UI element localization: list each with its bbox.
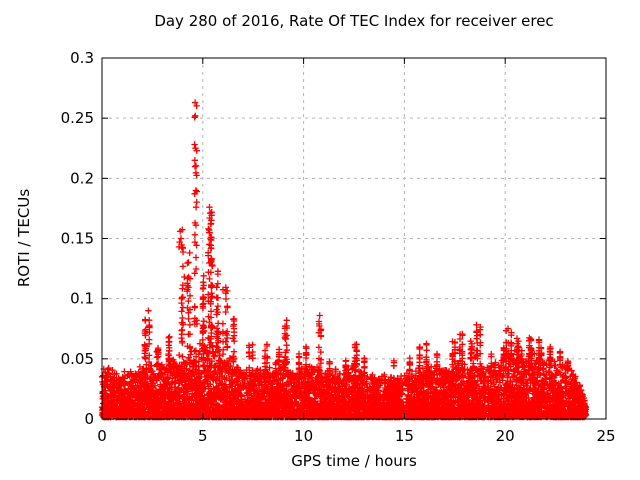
y-tick-label: 0.1: [70, 290, 94, 308]
x-tick-label: 5: [198, 427, 208, 445]
x-tick-label: 20: [496, 427, 515, 445]
x-tick-label: 15: [395, 427, 414, 445]
x-tick-label: 10: [294, 427, 313, 445]
y-tick-label: 0.2: [70, 169, 94, 187]
scatter-points: [98, 99, 589, 421]
y-tick-label: 0: [84, 410, 94, 428]
y-tick-label: 0.05: [61, 350, 94, 368]
x-axis-title: GPS time / hours: [291, 452, 417, 470]
y-tick-label: 0.15: [61, 230, 94, 248]
y-tick-label: 0.25: [61, 109, 94, 127]
chart-title: Day 280 of 2016, Rate Of TEC Index for r…: [154, 12, 554, 30]
x-tick-label: 0: [97, 427, 107, 445]
x-tick-label: 25: [596, 427, 615, 445]
y-tick-label: 0.3: [70, 49, 94, 67]
